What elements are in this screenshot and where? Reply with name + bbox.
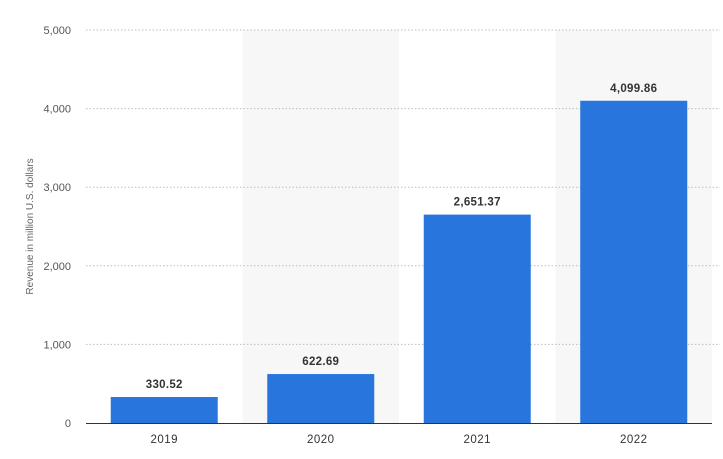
y-tick-label: 1,000 — [43, 339, 71, 351]
x-tick-label: 2019 — [150, 434, 178, 446]
data-label: 330.52 — [146, 379, 183, 391]
x-tick-label: 2022 — [620, 434, 648, 446]
bars — [110, 100, 688, 423]
y-tick-label: 3,000 — [43, 182, 71, 194]
y-tick-label: 5,000 — [43, 25, 71, 37]
bar — [580, 100, 688, 423]
bar — [423, 214, 531, 423]
data-labels: 330.52 622.69 2,651.37 4,099.86 — [146, 83, 657, 391]
y-axis-ticks: 0 1,000 2,000 3,000 4,000 5,000 — [43, 25, 71, 430]
background-band — [242, 30, 399, 423]
x-tick-label: 2021 — [463, 434, 491, 446]
y-tick-label: 2,000 — [43, 261, 71, 273]
data-label: 2,651.37 — [454, 197, 501, 209]
data-label: 4,099.86 — [610, 83, 657, 95]
data-label: 622.69 — [302, 356, 339, 368]
bar — [110, 397, 218, 423]
y-tick-label: 4,000 — [43, 104, 71, 116]
x-tick-label: 2020 — [307, 434, 335, 446]
y-axis-label: Revenue in million U.S. dollars — [25, 158, 36, 294]
gridlines — [86, 29, 720, 345]
y-tick-label: 0 — [65, 418, 71, 430]
bar — [267, 374, 375, 423]
x-axis-ticks: 2019 2020 2021 2022 — [150, 434, 647, 446]
